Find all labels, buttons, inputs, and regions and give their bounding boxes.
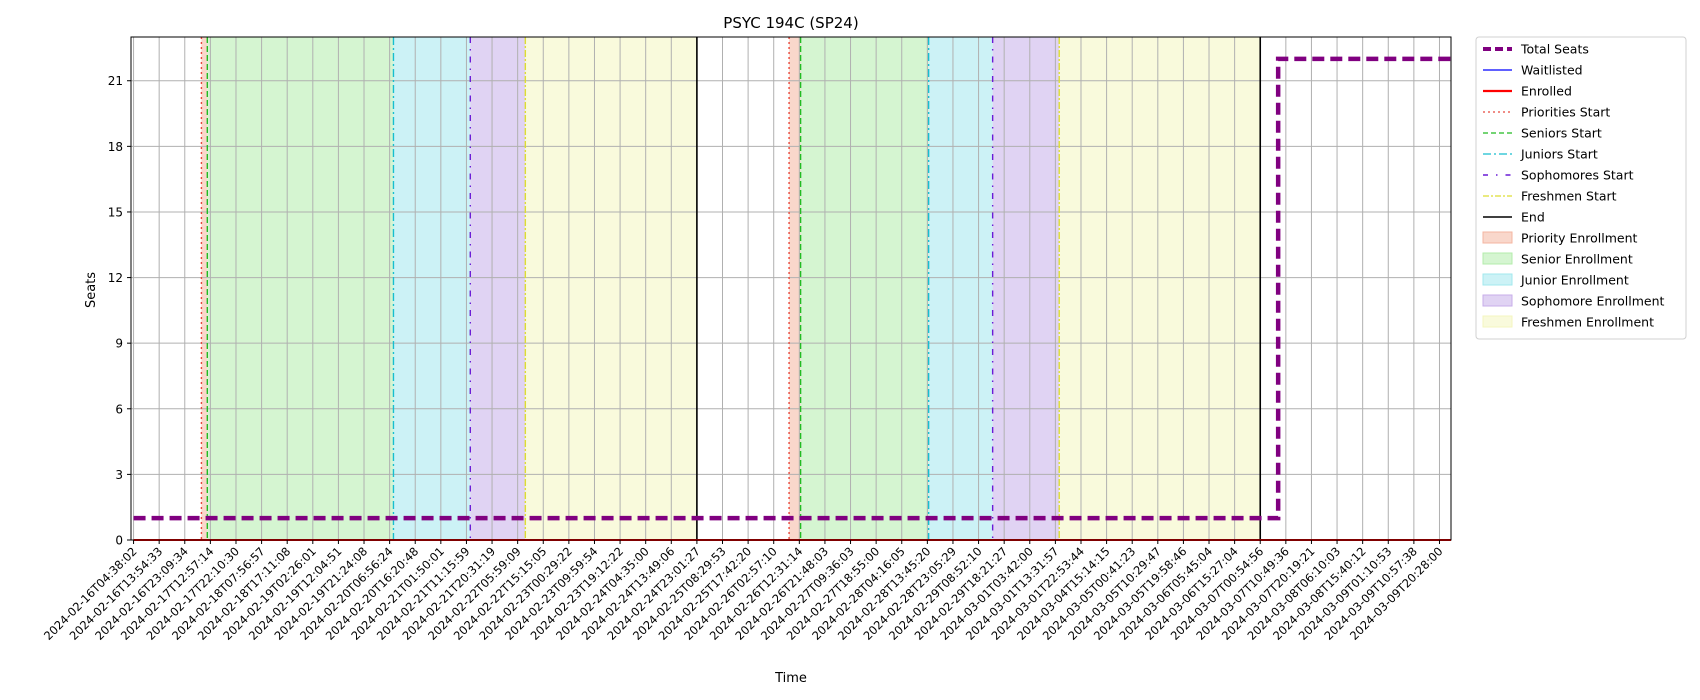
legend-swatch	[1482, 273, 1513, 286]
y-tick-label: 3	[115, 468, 123, 482]
legend-item-junior-enrollment: Junior Enrollment	[1482, 273, 1629, 288]
legend-label: Senior Enrollment	[1521, 252, 1633, 267]
priority-enrollment-span	[789, 37, 801, 540]
legend-label: Total Seats	[1520, 42, 1589, 57]
legend-item-total-seats: Total Seats	[1483, 42, 1589, 57]
senior-enrollment-span	[800, 37, 929, 540]
x-axis-ticks: 2024-02-16T04:38:022024-02-16T13:54:3320…	[41, 540, 1446, 643]
legend-label: Enrolled	[1521, 84, 1572, 99]
legend-label: End	[1521, 210, 1545, 225]
enrollment-spans	[201, 37, 1261, 540]
freshmen-enrollment-span	[1059, 37, 1261, 540]
legend-item-freshmen-enrollment: Freshmen Enrollment	[1482, 315, 1654, 330]
legend-item-priorities-start: Priorities Start	[1483, 105, 1610, 120]
legend-swatch	[1482, 294, 1513, 307]
sophomore-enrollment-span	[992, 37, 1060, 540]
freshmen-enrollment-span	[525, 37, 697, 540]
legend-label: Sophomore Enrollment	[1521, 294, 1665, 309]
y-tick-label: 12	[108, 271, 123, 285]
grid	[131, 37, 1451, 541]
legend-swatch	[1482, 252, 1513, 265]
chart-title: PSYC 194C (SP24)	[723, 14, 858, 32]
phase-start-lines	[200, 37, 1262, 540]
total-seats-series	[133, 56, 1451, 521]
legend-item-sophomores-start: Sophomores Start	[1483, 168, 1634, 183]
legend-item-enrolled: Enrolled	[1483, 84, 1572, 99]
legend-swatch	[1482, 315, 1513, 328]
legend-item-senior-enrollment: Senior Enrollment	[1482, 252, 1633, 267]
y-tick-label: 9	[115, 337, 123, 351]
legend-label: Junior Enrollment	[1520, 273, 1629, 288]
y-axis-label: Seats	[84, 272, 99, 308]
legend-item-end: End	[1483, 210, 1545, 225]
legend-item-waitlisted: Waitlisted	[1483, 63, 1583, 78]
legend-swatch	[1482, 231, 1513, 244]
sophomore-enrollment-span	[470, 37, 526, 540]
legend-item-juniors-start: Juniors Start	[1483, 147, 1598, 162]
junior-enrollment-span	[928, 37, 993, 540]
legend-label: Sophomores Start	[1521, 168, 1634, 183]
y-tick-label: 21	[108, 74, 123, 88]
priority-enrollment-span	[201, 37, 208, 540]
y-tick-label: 15	[108, 205, 123, 219]
legend-item-priority-enrollment: Priority Enrollment	[1482, 231, 1638, 246]
legend-label: Priority Enrollment	[1521, 231, 1638, 246]
y-tick-label: 6	[115, 402, 123, 416]
x-axis-label: Time	[774, 671, 807, 686]
legend-box	[1475, 36, 1687, 340]
y-tick-label: 18	[108, 140, 123, 154]
y-tick-label: 0	[115, 534, 123, 548]
legend-item-sophomore-enrollment: Sophomore Enrollment	[1482, 294, 1665, 309]
legend-label: Priorities Start	[1521, 105, 1610, 120]
legend-label: Juniors Start	[1520, 147, 1598, 162]
legend-label: Freshmen Enrollment	[1521, 315, 1654, 330]
legend-label: Seniors Start	[1521, 126, 1602, 141]
legend-label: Freshmen Start	[1521, 189, 1617, 204]
legend-label: Waitlisted	[1521, 63, 1583, 78]
plot-frame	[130, 36, 1452, 541]
y-axis-ticks: 0 3 6 9 12 15 18 21	[108, 74, 131, 548]
legend-item-freshmen-start: Freshmen Start	[1483, 189, 1617, 204]
legend: Total Seats Waitlisted Enrolled Priorities …	[1475, 36, 1687, 340]
senior-enrollment-span	[207, 37, 394, 540]
junior-enrollment-span	[393, 37, 471, 540]
legend-item-seniors-start: Seniors Start	[1483, 126, 1602, 141]
